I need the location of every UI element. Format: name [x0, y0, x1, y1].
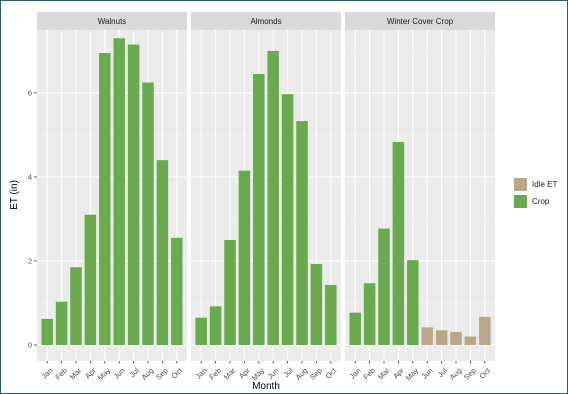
bars [41, 38, 491, 346]
legend-key-idle-et [514, 178, 527, 191]
x-tick-label: Jan [194, 366, 209, 381]
bar-walnuts-mar [70, 267, 82, 345]
x-tick-label: Jan [348, 366, 363, 381]
bar-walnuts-sep [156, 160, 169, 345]
bar-walnuts-feb [55, 301, 68, 345]
bar-almonds-jul [281, 94, 294, 345]
y-tick-label: 4 [28, 172, 32, 181]
bar-almonds-may [253, 74, 265, 345]
bar-winter-cover-crop-jun [421, 327, 433, 345]
bar-walnuts-may [99, 53, 111, 345]
y-axis-title: ET (in) [9, 180, 20, 210]
bar-almonds-aug [296, 121, 308, 346]
x-tick-label: Mar [68, 366, 84, 382]
bar-winter-cover-crop-sep [464, 336, 477, 345]
bar-walnuts-jun [113, 38, 125, 346]
x-tick-label: Aug [448, 366, 464, 382]
x-tick-label: Mar [222, 366, 238, 382]
y-axis-ticks: 0 2 4 6 [28, 88, 37, 350]
x-tick-label: Apr [391, 366, 406, 381]
bar-winter-cover-crop-jul [435, 330, 448, 345]
x-tick-label: Feb [207, 366, 223, 382]
x-tick-label: Jul [436, 366, 449, 379]
y-tick-label: 6 [28, 88, 32, 97]
y-tick-label: 0 [28, 341, 32, 350]
x-tick-label: Jun [420, 366, 435, 381]
panel-title-walnuts: Walnuts [98, 17, 127, 26]
bar-winter-cover-crop-mar [378, 228, 390, 345]
bar-winter-cover-crop-oct [479, 316, 491, 345]
x-tick-label: May [96, 366, 113, 383]
x-tick-label: May [404, 366, 421, 383]
legend-key-crop [514, 195, 527, 208]
x-tick-label: Sep [462, 366, 478, 382]
x-tick-label: Jan [40, 366, 55, 381]
y-tick-label: 2 [28, 256, 32, 265]
x-tick-label: Sep [154, 366, 170, 382]
bar-walnuts-apr [84, 214, 97, 345]
bar-almonds-sep [310, 263, 323, 345]
x-tick-label: Jul [282, 366, 295, 379]
bar-walnuts-aug [142, 82, 154, 345]
x-tick-label: Oct [170, 365, 185, 380]
legend-label-idle-et: Idle ET [532, 180, 557, 189]
bar-almonds-oct [325, 284, 337, 345]
bar-walnuts-oct [171, 237, 183, 345]
x-tick-label: May [250, 366, 267, 383]
x-tick-label: Sep [308, 366, 324, 382]
bar-walnuts-jul [127, 44, 140, 345]
bar-almonds-apr [238, 170, 251, 345]
x-tick-label: Jun [266, 366, 281, 381]
x-tick-label: Aug [294, 366, 310, 382]
x-tick-label: Feb [53, 366, 69, 382]
bar-winter-cover-crop-jan [349, 312, 361, 345]
bar-winter-cover-crop-aug [450, 331, 462, 345]
bar-almonds-jun [267, 50, 279, 346]
x-tick-label: Jul [128, 366, 141, 379]
bar-almonds-mar [224, 239, 236, 345]
bar-winter-cover-crop-may [407, 260, 419, 345]
panel-strip-1 [37, 12, 187, 30]
bar-winter-cover-crop-apr [392, 142, 405, 345]
legend-label-crop: Crop [532, 197, 550, 206]
x-tick-label: Oct [478, 365, 493, 380]
x-tick-label: Feb [361, 366, 377, 382]
panel-title-almonds: Almonds [250, 17, 281, 26]
x-tick-label: Mar [376, 366, 392, 382]
bar-winter-cover-crop-feb [363, 283, 376, 345]
x-tick-label: Apr [83, 366, 98, 381]
bar-almonds-feb [209, 306, 222, 345]
x-tick-label: Jun [112, 366, 127, 381]
panel-strip-2 [191, 12, 341, 30]
x-tick-label: Aug [140, 366, 156, 382]
x-tick-label: Oct [324, 365, 339, 380]
legend: Idle ET Crop [514, 178, 557, 208]
panel-strip-3 [345, 12, 495, 30]
x-axis-title: Month [252, 381, 280, 392]
panel-title-winter-cover-crop: Winter Cover Crop [387, 17, 454, 26]
x-tick-label: Apr [237, 366, 252, 381]
bar-almonds-jan [195, 317, 207, 345]
bar-walnuts-jan [41, 318, 53, 345]
